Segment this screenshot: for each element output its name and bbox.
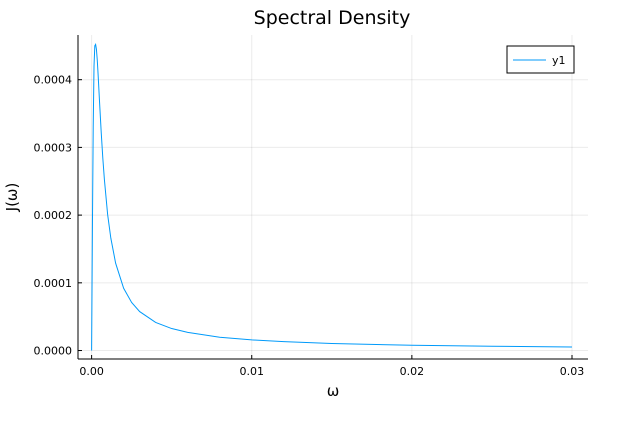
legend: y1 [506, 45, 575, 74]
x-tick-label: 0.03 [560, 365, 585, 378]
x-tick-label: 0.02 [400, 365, 425, 378]
series-line-y1 [91, 43, 572, 351]
tick-labels: 0.00 0.01 0.02 0.03 0.0000 0.0001 0.0002 0.0003… [34, 74, 585, 378]
x-axis-label: ω [327, 382, 340, 400]
y-tick-label: 0.0003 [34, 141, 73, 154]
grid-lines [78, 35, 588, 359]
y-axis-label: J(ω) [3, 183, 21, 213]
y-tick-label: 0.0000 [34, 345, 73, 358]
x-tick-label: 0.01 [239, 365, 264, 378]
y-tick-label: 0.0002 [34, 209, 73, 222]
chart-title: Spectral Density [254, 7, 411, 29]
legend-label-y1: y1 [552, 54, 566, 67]
y-tick-label: 0.0004 [34, 74, 73, 87]
y-tick-label: 0.0001 [34, 277, 73, 290]
x-tick-label: 0.00 [79, 365, 104, 378]
